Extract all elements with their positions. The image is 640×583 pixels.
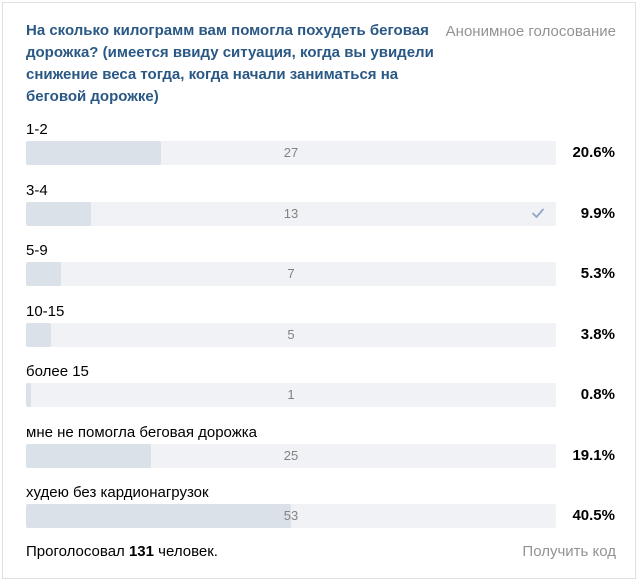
poll-option-percent: 5.3% [580, 265, 615, 282]
poll-option-percent: 40.5% [572, 507, 615, 524]
poll-option-percent: 20.6% [572, 144, 615, 161]
poll-option-label: 3-4 [26, 181, 48, 199]
get-code-link[interactable]: Получить код [522, 543, 616, 560]
poll-total-voters: Проголосовал 131 человек. [26, 541, 218, 563]
poll-option-bar[interactable]: 13 [26, 201, 556, 226]
poll-option-label: мне не помогла беговая дорожка [26, 423, 257, 441]
poll-option-bar-fill [26, 504, 291, 528]
poll-option-bar-fill [26, 141, 161, 165]
poll-option-count: 7 [287, 266, 295, 281]
poll-option-count: 27 [283, 145, 299, 160]
poll-option-bar[interactable]: 7 [26, 262, 556, 286]
poll-option-bar[interactable]: 5 [26, 322, 556, 347]
poll-option-count: 5 [287, 326, 295, 342]
poll-option[interactable]: 10-15 5 3.8% [3, 302, 635, 363]
poll-option-label: 10-15 [26, 302, 65, 320]
poll-option[interactable]: 5-9 7 5.3% [3, 241, 635, 302]
poll-option-percent: 19.1% [572, 446, 615, 464]
poll-option-bar[interactable]: 53 [26, 504, 556, 528]
poll-option-bar-fill [26, 383, 32, 407]
poll-option-bar-fill [26, 262, 61, 286]
poll-options: 1-2 27 20.6% 3-4 13 9.9% 5-9 7 5.3% 10-15 5 3.8% бол… [3, 120, 635, 544]
poll-option[interactable]: 1-2 27 20.6% [3, 120, 635, 181]
poll-option-bar[interactable]: 27 [26, 141, 556, 165]
poll-question: На сколько килограмм вам помогла похудет… [26, 22, 434, 105]
poll-option[interactable]: более 15 1 0.8% [3, 362, 635, 423]
poll-option-bar-fill [26, 201, 91, 226]
poll-option-bar-fill [26, 443, 151, 468]
poll-option-count: 1 [287, 387, 295, 402]
poll-option-bar-fill [26, 322, 51, 347]
total-suffix: человек. [158, 543, 218, 560]
poll-option-label: худею без кардионагрузок [26, 484, 209, 501]
poll-option-bar[interactable]: 25 [26, 443, 556, 468]
poll-option-label: 1-2 [26, 121, 48, 138]
poll-option-count: 13 [283, 205, 299, 221]
poll-option-percent: 0.8% [580, 386, 615, 403]
checkmark-icon [532, 208, 544, 218]
poll-option-count: 25 [283, 447, 299, 463]
poll-option[interactable]: 3-4 13 9.9% [3, 181, 635, 242]
poll-option-label: более 15 [26, 363, 89, 380]
total-prefix: Проголосовал [26, 543, 125, 560]
total-count: 131 [128, 543, 154, 560]
poll-option-bar[interactable]: 1 [26, 383, 556, 407]
poll-option-percent: 9.9% [580, 204, 615, 222]
poll-option-label: 5-9 [26, 242, 48, 259]
poll-option[interactable]: худею без кардионагрузок 53 40.5% [3, 483, 635, 544]
poll-option[interactable]: мне не помогла беговая дорожка 25 19.1% [3, 423, 635, 484]
poll-option-count: 53 [283, 508, 299, 523]
poll-option-percent: 3.8% [580, 325, 615, 343]
poll-type-label: Анонимное голосование [445, 23, 616, 40]
